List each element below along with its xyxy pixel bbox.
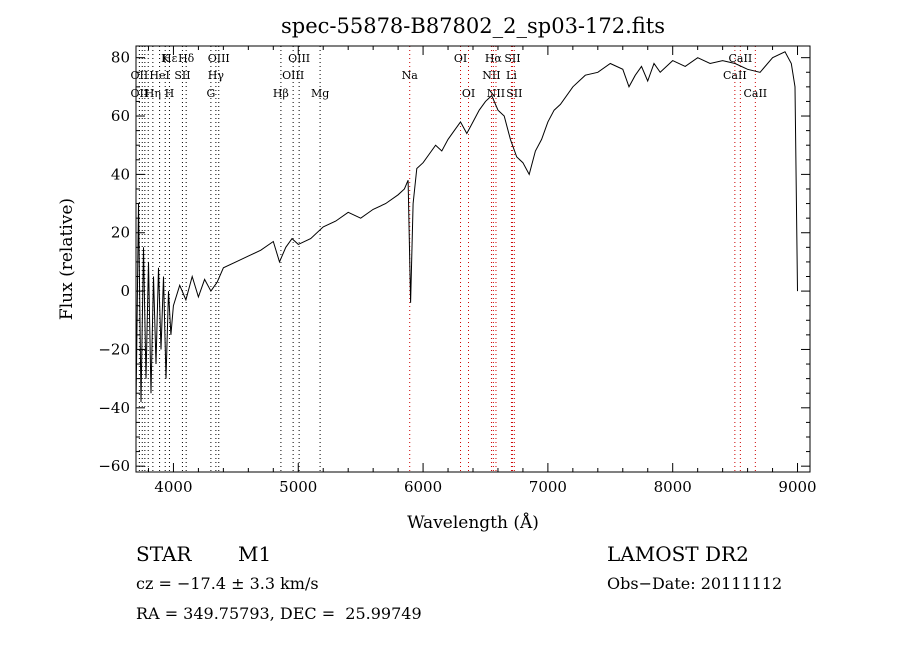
spectral-line-label: Hε: [162, 52, 178, 65]
spectral-line-label: SII: [504, 52, 520, 65]
spectral-line-label: CaII: [743, 87, 767, 100]
axis-ticks: 4000 5000 6000 7000 8000 9000 −60 −40 −20 0 20 40 60…: [98, 46, 817, 496]
spectral-line-label: OIII: [208, 52, 230, 65]
spectral-line-label: Hη: [145, 87, 161, 100]
spectral-line-label: OI: [462, 87, 475, 100]
x-axis-label: Wavelength (Å): [407, 512, 539, 533]
y-tick-label: 40: [111, 165, 130, 183]
y-tick-label: 20: [111, 224, 130, 242]
spectral-line-label: HeI: [149, 69, 169, 82]
spectral-line-label: K: [161, 52, 170, 65]
spectral-line-label: NII: [487, 87, 505, 100]
chart-title: spec-55878-B87802_2_sp03-172.fits: [281, 14, 665, 38]
spectral-line-label: CaII: [729, 52, 753, 65]
x-tick-label: 7000: [529, 478, 567, 496]
spectral-line-label: CaII: [723, 69, 747, 82]
spectral-line-label: SII: [506, 87, 522, 100]
object-class: STAR: [136, 542, 192, 566]
spectral-line-label: OIII: [288, 52, 310, 65]
spectrum-series-line: [135, 51, 798, 408]
x-tick-label: 9000: [778, 478, 816, 496]
spectral-line-label: Hγ: [208, 69, 225, 82]
spectral-line-label: OIII: [282, 69, 304, 82]
spectral-line-label: SII: [174, 69, 190, 82]
x-tick-label: 8000: [654, 478, 692, 496]
spectral-line-markers: [138, 46, 756, 472]
coordinates: RA = 349.75793, DEC = 25.99749: [136, 604, 422, 623]
x-tick-label: 5000: [279, 478, 317, 496]
y-tick-label: 0: [120, 282, 130, 300]
x-tick-label: 4000: [154, 478, 192, 496]
spectral-line-label: Na: [402, 69, 419, 82]
spectral-line-label: Hβ: [273, 87, 289, 100]
y-tick-label: −20: [98, 340, 130, 358]
y-tick-label: −60: [98, 457, 130, 475]
spectral-line-label: Mg: [311, 87, 329, 100]
object-subclass: M1: [238, 542, 272, 566]
redshift-velocity: cz = −17.4 ± 3.3 km/s: [136, 574, 319, 593]
spectral-line-label: Hα: [485, 52, 503, 65]
x-tick-label: 6000: [404, 478, 442, 496]
spectral-line-label: OI: [454, 52, 467, 65]
spectral-line-label: OII: [131, 69, 149, 82]
spectral-line-label: G: [206, 87, 215, 100]
spectral-line-label: NII: [482, 69, 500, 82]
y-tick-label: 80: [111, 49, 130, 67]
survey-label: LAMOST DR2: [607, 542, 749, 566]
plot-frame: [135, 45, 811, 473]
spectral-line-label: OII: [131, 87, 149, 100]
y-axis-label: Flux (relative): [57, 198, 77, 320]
y-tick-label: −40: [98, 399, 130, 417]
spectral-line-label: H: [165, 87, 175, 100]
y-tick-label: 60: [111, 107, 130, 125]
spectral-line-label: Li: [506, 69, 517, 82]
spectral-line-label: Hδ: [178, 52, 195, 65]
observation-date: Obs−Date: 20111112: [607, 574, 783, 593]
